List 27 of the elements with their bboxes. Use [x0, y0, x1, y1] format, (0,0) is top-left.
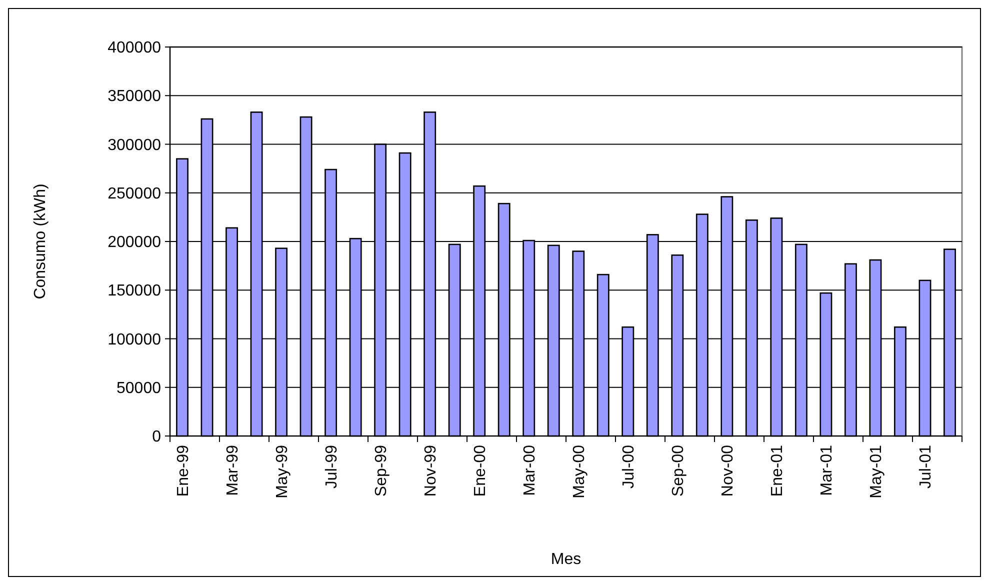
- y-tick-label: 0: [152, 428, 162, 446]
- x-axis-title: Mes: [550, 551, 582, 568]
- x-tick-label: Sep-00: [670, 444, 688, 497]
- x-tick-label: Jul-99: [323, 444, 340, 489]
- x-tick-label: Mar-00: [521, 444, 538, 496]
- x-tick-label: Nov-99: [422, 444, 440, 497]
- y-tick-label: 300000: [108, 136, 162, 154]
- x-tick-label: May-00: [570, 444, 588, 498]
- x-tick-label: Ene-01: [769, 444, 786, 497]
- x-tick-label: Jul-00: [620, 444, 638, 489]
- x-tick-label: Ene-99: [174, 444, 192, 497]
- x-tick-label: Ene-00: [472, 444, 489, 497]
- y-tick-label: 150000: [108, 282, 162, 300]
- x-tick-label: May-99: [274, 444, 291, 498]
- x-tick-label: Nov-00: [720, 444, 737, 497]
- y-tick-label: 100000: [108, 331, 162, 348]
- y-tick-label: 400000: [108, 40, 162, 57]
- y-axis-title: Consumo (kWh): [32, 184, 49, 300]
- y-tick-label: 250000: [108, 185, 162, 202]
- x-tick-label: Mar-01: [818, 444, 836, 496]
- y-tick-label: 50000: [116, 380, 162, 397]
- x-tick-label: Jul-01: [918, 444, 935, 489]
- x-tick-label: Mar-99: [224, 444, 242, 496]
- y-tick-label: 200000: [108, 234, 162, 252]
- x-tick-label: May-01: [868, 444, 886, 498]
- y-tick-label: 350000: [108, 88, 162, 106]
- x-tick-label: Sep-99: [372, 444, 390, 497]
